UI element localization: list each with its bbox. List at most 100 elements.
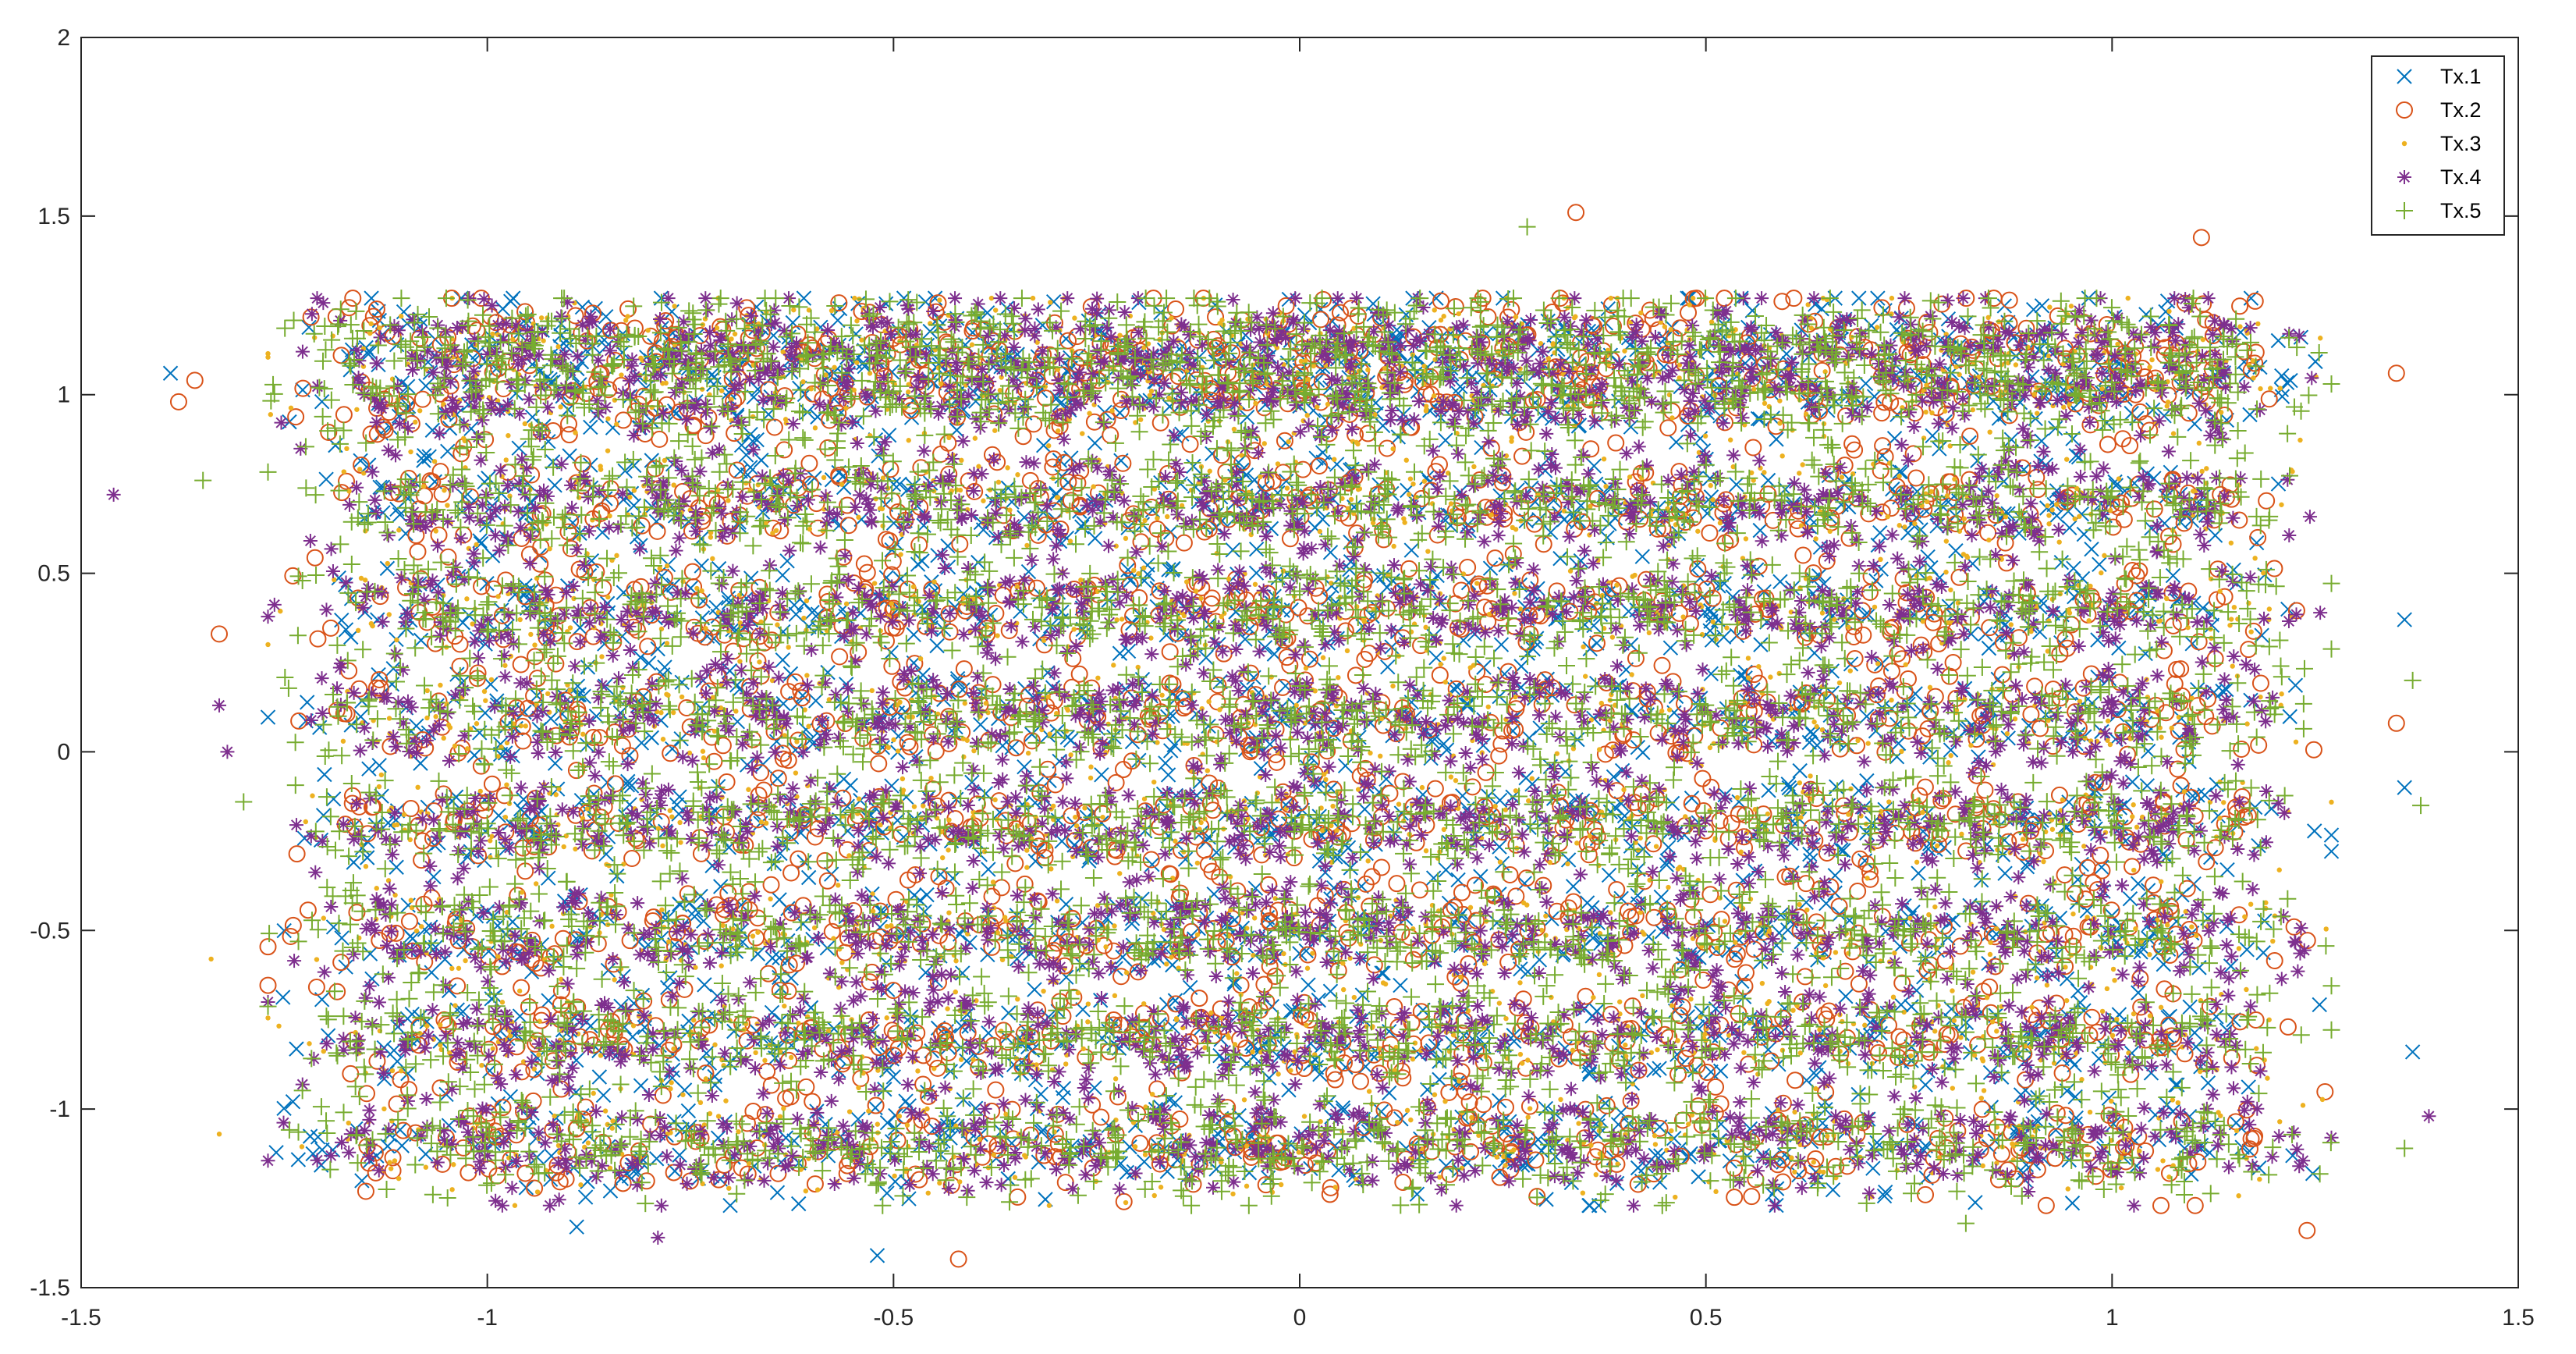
data-point — [743, 460, 758, 475]
data-point — [334, 930, 349, 946]
data-point — [672, 789, 687, 805]
data-point — [312, 720, 328, 735]
data-point — [371, 666, 386, 683]
data-point — [285, 1094, 301, 1110]
data-point — [361, 761, 377, 777]
data-point — [644, 730, 660, 746]
data-point — [599, 595, 616, 611]
data-point — [364, 290, 379, 306]
data-point — [317, 766, 332, 783]
data-point — [633, 1078, 649, 1093]
data-point — [386, 1043, 402, 1058]
data-point — [426, 869, 442, 885]
data-point — [919, 887, 935, 903]
data-point — [275, 990, 291, 1005]
data-point — [577, 1189, 594, 1205]
data-point — [775, 652, 791, 668]
data-point — [831, 464, 846, 481]
data-point — [547, 755, 563, 771]
data-point — [388, 812, 404, 828]
data-point — [554, 706, 570, 722]
data-point — [413, 632, 429, 649]
data-point — [477, 705, 493, 721]
data-point — [483, 677, 499, 692]
data-point — [289, 1041, 304, 1057]
data-point — [832, 517, 848, 533]
data-point — [371, 758, 387, 773]
data-point — [795, 916, 811, 932]
data-point — [892, 476, 907, 492]
data-point — [843, 777, 858, 794]
data-point — [722, 1198, 738, 1214]
data-point — [408, 718, 424, 734]
data-point — [810, 606, 826, 622]
data-point — [633, 649, 648, 666]
data-point — [583, 419, 598, 435]
data-point — [1013, 603, 1028, 620]
data-point — [765, 950, 780, 966]
data-point — [318, 471, 334, 487]
data-point — [334, 612, 349, 628]
data-point — [633, 735, 650, 751]
data-point — [379, 560, 396, 577]
data-point — [424, 965, 439, 980]
data-point — [839, 823, 856, 839]
data-point — [711, 778, 726, 794]
data-point — [697, 977, 712, 993]
data-point — [665, 741, 680, 757]
data-point — [276, 1100, 292, 1117]
data-point — [418, 378, 434, 394]
data-point — [571, 687, 587, 702]
data-point — [766, 856, 782, 872]
data-point — [1027, 1072, 1044, 1088]
data-point — [980, 947, 995, 963]
data-point — [1031, 1154, 1047, 1170]
data-point — [772, 969, 787, 986]
data-point — [453, 290, 469, 306]
data-point — [479, 904, 495, 919]
data-point — [674, 674, 690, 691]
data-point — [945, 870, 961, 887]
data-point — [875, 904, 892, 920]
data-point — [883, 645, 899, 660]
data-point — [440, 443, 456, 460]
data-point — [491, 808, 506, 823]
data-point — [300, 695, 315, 710]
data-point — [696, 913, 711, 929]
data-point — [698, 1046, 715, 1061]
data-point — [981, 862, 996, 877]
data-point — [616, 585, 631, 600]
data-point — [929, 638, 945, 654]
data-point — [400, 1065, 416, 1082]
data-point — [390, 1019, 406, 1035]
data-point — [389, 859, 404, 875]
data-point — [502, 1089, 519, 1104]
data-point — [417, 1146, 434, 1162]
data-point — [343, 629, 359, 645]
data-point — [416, 453, 431, 468]
data-point — [613, 1171, 630, 1186]
data-point — [392, 1122, 408, 1138]
data-point — [417, 448, 432, 464]
data-point — [704, 858, 720, 874]
data-point — [676, 1082, 693, 1098]
data-point — [679, 1024, 696, 1039]
data-point — [506, 290, 521, 306]
data-point — [314, 393, 330, 410]
data-point — [449, 1002, 465, 1018]
data-point — [892, 571, 909, 587]
data-point — [898, 1093, 914, 1109]
data-point — [713, 879, 729, 894]
data-point — [808, 693, 824, 709]
data-point — [290, 1152, 307, 1167]
data-point — [640, 656, 657, 671]
data-point — [706, 376, 722, 393]
data-point — [688, 902, 704, 918]
data-point — [901, 1191, 917, 1207]
data-point — [818, 1116, 833, 1132]
data-point — [260, 709, 276, 725]
data-point — [541, 433, 556, 450]
data-point — [800, 869, 817, 886]
data-point — [733, 464, 748, 479]
data-point — [354, 1173, 370, 1189]
